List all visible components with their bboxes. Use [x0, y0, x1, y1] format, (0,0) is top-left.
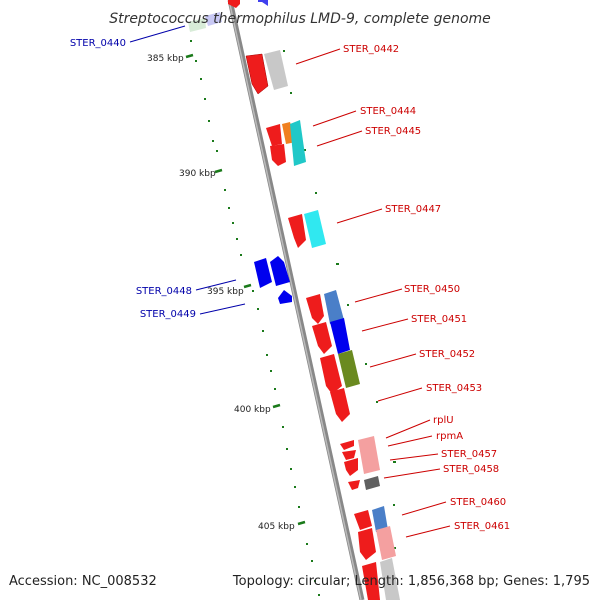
cds-arrow-ster-0458	[348, 480, 360, 490]
genome-title: Streptococcus thermophilus LMD-9, comple…	[109, 11, 491, 27]
cds-block-bottom	[380, 558, 400, 600]
scale-label-405: 405 kbp	[258, 522, 295, 532]
cds-block-ster-0461b	[376, 526, 396, 560]
cds-arrow-ster-0453	[330, 388, 350, 422]
scale-labels: 385 kbp 390 kbp 395 kbp 400 kbp 405 kbp	[147, 54, 295, 532]
gene-label: STER_0450	[404, 284, 460, 295]
scale-label-385: 385 kbp	[147, 54, 184, 64]
cds-arrow-ster-0445	[270, 144, 286, 166]
gene-label: STER_0440	[70, 38, 126, 49]
scale-label-395: 395 kbp	[207, 287, 244, 297]
gene-label: STER_0449	[140, 309, 196, 320]
cds-arrow-ster-0442	[245, 53, 269, 95]
cds-arrow-ster-0448b	[270, 256, 290, 286]
scale-label-400: 400 kbp	[234, 405, 271, 415]
cds-arrow-ster-0444	[266, 124, 282, 146]
cds-arrow-ster-0461	[358, 528, 376, 560]
gene-label: STER_0448	[136, 286, 192, 297]
gene-label: rpmA	[436, 431, 463, 442]
cds-arrow-ster-0460	[354, 510, 372, 530]
ticks-outer	[283, 50, 396, 549]
cds-block-ster-0450b	[324, 290, 344, 324]
cds-light-top	[205, 12, 222, 26]
gene-label: STER_0452	[419, 349, 475, 360]
gene-label: STER_0460	[450, 497, 506, 508]
label-leader-lines-left	[129, 25, 246, 315]
cds-block-ster-0447b	[304, 210, 326, 248]
cds-block-ster-0452b	[338, 350, 360, 388]
cds-block-ster-0442b	[264, 50, 288, 90]
cds-arrow-ster-0449	[278, 290, 292, 304]
gene-label: STER_0447	[385, 204, 441, 215]
ticks-inner	[190, 40, 320, 596]
accession-label: Accession: NC_008532	[9, 574, 157, 589]
label-leader-lines-right	[295, 48, 451, 538]
cds-block-ster-0458b	[364, 476, 380, 490]
gene-labels-right: STER_0442 STER_0444 STER_0445 STER_0447 …	[343, 44, 510, 532]
cds-arrow-ster-0452	[320, 354, 342, 394]
cds-arrow-rplu	[340, 440, 354, 450]
gene-label: STER_0453	[426, 383, 482, 394]
cds-arrow-top-partial	[228, 0, 240, 8]
cds-arrow-ster-0447	[288, 214, 306, 248]
cds-arrow-ster-0457	[344, 458, 358, 476]
cds-arrow-ster-0450	[306, 294, 324, 324]
gene-label: STER_0461	[454, 521, 510, 532]
cds-arrow-ster-0448	[254, 258, 272, 288]
cds-block-ster-0460b	[372, 506, 388, 532]
topology-label: Topology: circular; Length: 1,856,368 bp…	[232, 574, 590, 589]
gene-label: rplU	[433, 415, 454, 426]
cds-block-rplu-b	[358, 436, 380, 474]
cds-light-top-2	[188, 18, 206, 32]
genome-backbone-highlight	[228, 0, 362, 600]
cds-arrow-top-blue	[258, 0, 268, 6]
cds-arrow-ster-0451	[312, 322, 332, 354]
cds-block-ster-0451b	[330, 318, 350, 354]
gene-label: STER_0445	[365, 126, 421, 137]
gene-label: STER_0457	[441, 449, 497, 460]
scale-label-390: 390 kbp	[179, 169, 216, 179]
gene-label: STER_0451	[411, 314, 467, 325]
gene-label: STER_0444	[360, 106, 416, 117]
gene-labels-left: STER_0440 STER_0448 STER_0449	[70, 38, 196, 320]
cds-block-ster-0445b	[290, 120, 306, 166]
gene-label: STER_0442	[343, 44, 399, 55]
cds-arrow-bottom	[362, 562, 380, 600]
scale-major-ticks	[185, 53, 306, 526]
gene-label: STER_0458	[443, 464, 499, 475]
cds-arrow-rpma	[342, 450, 356, 460]
genome-backbone	[227, 0, 365, 600]
